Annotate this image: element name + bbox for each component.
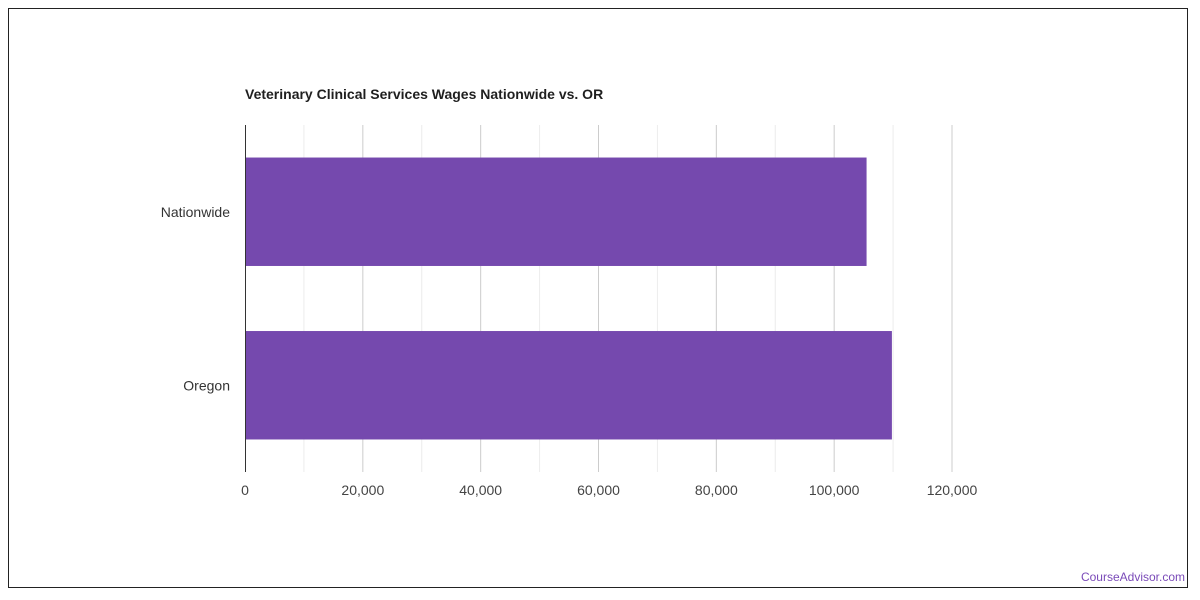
x-tick-label: 40,000	[459, 482, 502, 498]
x-tick-label: 0	[241, 482, 249, 498]
x-tick-label: 100,000	[809, 482, 860, 498]
y-tick-label: Nationwide	[161, 204, 230, 220]
x-tick-label: 80,000	[695, 482, 738, 498]
x-tick-label: 60,000	[577, 482, 620, 498]
y-tick-label: Oregon	[183, 377, 230, 393]
x-tick-label: 20,000	[341, 482, 384, 498]
x-tick-label: 120,000	[927, 482, 978, 498]
source-watermark[interactable]: CourseAdvisor.com	[1080, 570, 1185, 584]
bar-nationwide	[245, 157, 867, 266]
chart-title: Veterinary Clinical Services Wages Natio…	[245, 86, 604, 102]
bar-oregon	[245, 331, 892, 440]
